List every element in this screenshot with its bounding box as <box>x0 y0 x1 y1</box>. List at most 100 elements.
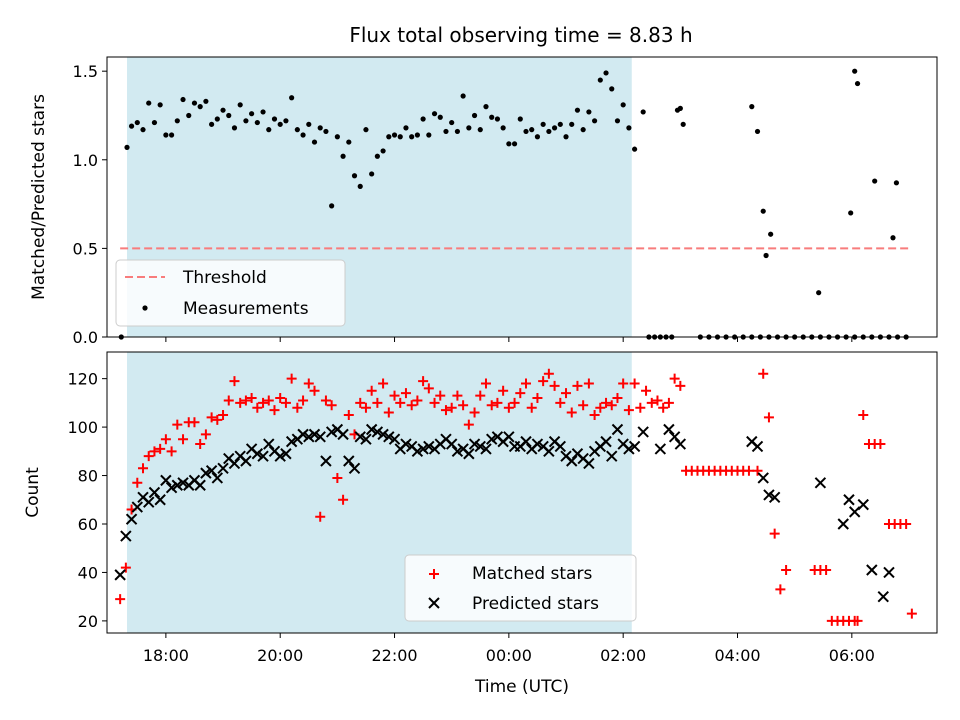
measurement-point <box>563 134 569 140</box>
matched-star-marker <box>132 477 143 488</box>
matched-star-marker <box>320 395 331 406</box>
measurement-point <box>574 107 581 113</box>
matched-star-marker <box>280 397 291 408</box>
predicted-star-marker <box>877 590 889 603</box>
matched-star-marker <box>752 465 763 476</box>
matched-star-marker <box>578 400 589 411</box>
measurement-point <box>640 109 646 115</box>
matched-star-marker <box>601 397 612 408</box>
predicted-star-marker <box>503 431 515 443</box>
matched-star-marker <box>440 405 451 416</box>
measurement-point <box>380 148 386 154</box>
matched-star-marker <box>138 463 149 474</box>
predicted-star-marker <box>308 428 321 441</box>
predicted-star-marker <box>763 489 775 501</box>
matched-star-marker <box>263 395 274 406</box>
matched-star-marker <box>492 397 503 408</box>
y-axis-ticks-top: 0.0 0.5 1.0 1.5 <box>73 62 107 347</box>
matched-star-marker <box>658 402 669 413</box>
predicted-star-marker <box>125 513 138 525</box>
matched-star-marker <box>395 397 406 408</box>
predicted-star-marker <box>411 445 424 458</box>
legend-box <box>404 554 637 622</box>
predicted-star-marker <box>388 433 401 445</box>
measurement-point <box>517 116 523 122</box>
matched-star-marker <box>515 388 526 399</box>
matched-star-marker <box>258 397 269 408</box>
predicted-star-marker <box>143 496 155 508</box>
measurement-point <box>289 95 295 101</box>
legend-measurement-swatch <box>142 305 148 311</box>
x-axis-ticks-top <box>165 337 853 342</box>
predicted-star-marker <box>606 450 618 462</box>
measurement-point <box>557 121 563 127</box>
measurement-point <box>271 116 278 122</box>
matched-star-marker <box>338 494 349 505</box>
matched-star-marker <box>360 402 371 413</box>
predicted-star-marker <box>837 518 849 530</box>
legend-matched-swatch <box>429 569 439 579</box>
predicted-star-marker <box>297 428 309 441</box>
predicted-star-marker <box>337 428 349 441</box>
chart-title: Flux total observing time = 8.83 h <box>349 23 692 47</box>
matched-star-marker <box>172 419 183 430</box>
predicted-star-marker <box>757 472 769 484</box>
matched-star-marker <box>229 376 240 387</box>
matched-star-marker <box>758 368 769 379</box>
measurement-point <box>277 121 283 127</box>
matched-star-marker <box>218 409 229 420</box>
measurement-point <box>854 80 861 87</box>
measurement-point <box>768 231 774 237</box>
predicted-star-marker <box>165 481 178 494</box>
measurement-point <box>523 128 529 135</box>
legend-top: Threshold Measurements <box>115 259 346 327</box>
y-tick-label: 60 <box>78 515 98 534</box>
measurement-point <box>237 102 243 108</box>
measurement-point <box>203 98 209 104</box>
matched-star-marker <box>223 395 234 406</box>
predicted-star-marker <box>154 494 166 506</box>
predicted-star-marker <box>177 477 189 489</box>
matched-star-marker <box>343 409 354 420</box>
matched-star-marker <box>178 434 189 445</box>
predicted-star-marker <box>566 455 578 467</box>
measurement-point <box>317 125 323 131</box>
measurement-point <box>231 125 238 131</box>
predicted-star-marker <box>171 479 184 491</box>
matched-star-marker <box>115 594 126 605</box>
matched-star-marker <box>480 378 491 389</box>
legend-predicted-label: Predicted stars <box>472 594 599 614</box>
predicted-star-marker <box>285 435 298 448</box>
predicted-star-marker <box>274 450 286 462</box>
matched-star-marker <box>763 412 774 423</box>
predicted-star-marker <box>217 462 229 474</box>
measurement-point <box>374 153 380 159</box>
y-tick-label: 1.0 <box>73 151 98 170</box>
measurement-point <box>414 132 420 138</box>
measurement-point <box>191 100 198 106</box>
measurement-point <box>534 134 541 140</box>
matched-star-marker <box>292 402 303 413</box>
matched-star-marker <box>235 397 246 408</box>
y-tick-label: 20 <box>78 612 98 631</box>
measurement-point <box>403 125 409 131</box>
measurement-point <box>890 235 896 241</box>
matched-star-marker <box>240 395 251 406</box>
measurement-point <box>323 128 329 135</box>
matched-star-marker <box>503 402 514 413</box>
measurement-point <box>260 109 266 115</box>
matched-star-marker <box>623 405 634 416</box>
measurement-point <box>626 125 632 131</box>
legend-threshold-label: Threshold <box>182 268 267 288</box>
y-tick-label: 0.5 <box>73 239 98 258</box>
measurement-point <box>511 141 518 147</box>
matched-star-marker <box>149 446 160 457</box>
measurement-point <box>477 127 483 133</box>
predicted-star-marker <box>303 431 315 443</box>
predicted-star-marker <box>417 443 429 455</box>
predicted-star-marker <box>611 423 624 436</box>
matched-star-marker <box>538 376 549 387</box>
matched-star-marker <box>383 407 394 418</box>
y-tick-label: 100 <box>67 418 98 437</box>
